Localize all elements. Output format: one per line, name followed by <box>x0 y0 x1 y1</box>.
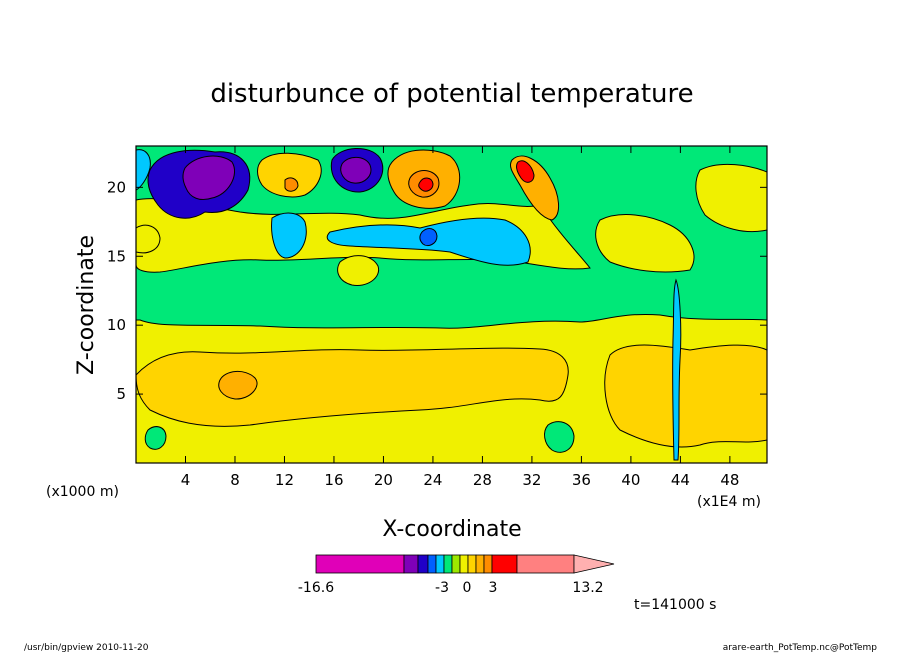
colorbar-segment <box>427 554 437 574</box>
x-tick-label: 8 <box>230 471 240 489</box>
region-yellow-left <box>136 224 161 254</box>
colorbar-segment <box>443 554 453 574</box>
x-tick-label: 16 <box>324 471 343 489</box>
plot-area <box>136 146 767 463</box>
x-tick-label: 36 <box>572 471 591 489</box>
colorbar-segment <box>516 554 575 574</box>
x-tick-label: 44 <box>671 471 690 489</box>
colorbar-tick-3: 3 <box>489 580 498 596</box>
colorbar-segment <box>315 554 405 574</box>
region-orange-top-inner <box>284 177 299 192</box>
region-yellow-blob <box>337 255 380 287</box>
colorbar-tick-neg3: -3 <box>435 580 449 596</box>
colorbar-segment <box>435 554 445 574</box>
colorbar-segment <box>451 554 461 574</box>
colorbar-min-label: -16.6 <box>298 580 334 596</box>
x-unit-right: (x1E4 m) <box>697 494 761 510</box>
plot-frame <box>135 145 768 464</box>
region-orange-top <box>257 152 322 198</box>
x-tick-label: 24 <box>423 471 442 489</box>
x-tick-label: 48 <box>720 471 739 489</box>
region-orange-band <box>136 347 569 427</box>
y-tick-label: 20 <box>107 178 126 196</box>
x-tick-label: 32 <box>522 471 541 489</box>
colorbar-segment <box>467 554 477 574</box>
region-orange-spot <box>218 371 258 400</box>
region-orange-right <box>604 344 767 448</box>
colorbar-segment <box>491 554 518 574</box>
region-green-spot-mid <box>544 421 575 453</box>
region-cyan-left <box>271 212 307 259</box>
colorbar-segment <box>475 554 485 574</box>
x-axis-label: X-coordinate <box>382 517 521 542</box>
y-axis: 5 10 15 20 <box>107 178 767 403</box>
colorbar-max-label: 13.2 <box>572 580 603 596</box>
time-label: t=141000 s <box>634 597 716 613</box>
colorbar-tick-0: 0 <box>463 580 472 596</box>
x-tick-label: 4 <box>181 471 191 489</box>
x-unit-left: (x1000 m) <box>46 484 119 500</box>
footer-right: arare-earth_PotTemp.nc@PotTemp <box>723 643 878 653</box>
x-axis: 4 8 12 16 20 24 28 32 36 40 44 48 <box>181 146 739 489</box>
region-yellow-right <box>595 214 695 273</box>
colorbar <box>315 554 615 574</box>
x-tick-label: 12 <box>275 471 294 489</box>
region-yellow-ne <box>695 163 767 233</box>
x-tick-label: 40 <box>621 471 640 489</box>
colorbar-segment <box>417 554 429 574</box>
region-blue-spot <box>419 228 438 247</box>
region-cyan-topleft <box>136 149 151 191</box>
region-red-streak <box>516 160 535 183</box>
y-tick-label: 10 <box>107 316 126 334</box>
colorbar-segment <box>459 554 469 574</box>
x-tick-label: 28 <box>473 471 492 489</box>
y-tick-label: 5 <box>116 385 126 403</box>
region-purple-topleft <box>182 155 235 201</box>
y-tick-label: 15 <box>107 247 126 265</box>
colorbar-segment <box>483 554 493 574</box>
region-purple-center <box>340 156 372 184</box>
colorbar-arrow <box>573 554 615 574</box>
region-red-core <box>418 177 434 192</box>
footer-left: /usr/bin/gpview 2010-11-20 <box>24 643 149 653</box>
y-axis-label: Z-coordinate <box>74 235 99 375</box>
region-green-spot-left <box>144 426 167 450</box>
region-dark-column <box>672 278 682 461</box>
colorbar-segment <box>403 554 419 574</box>
chart-title: disturbunce of potential temperature <box>210 79 693 109</box>
x-tick-label: 20 <box>374 471 393 489</box>
